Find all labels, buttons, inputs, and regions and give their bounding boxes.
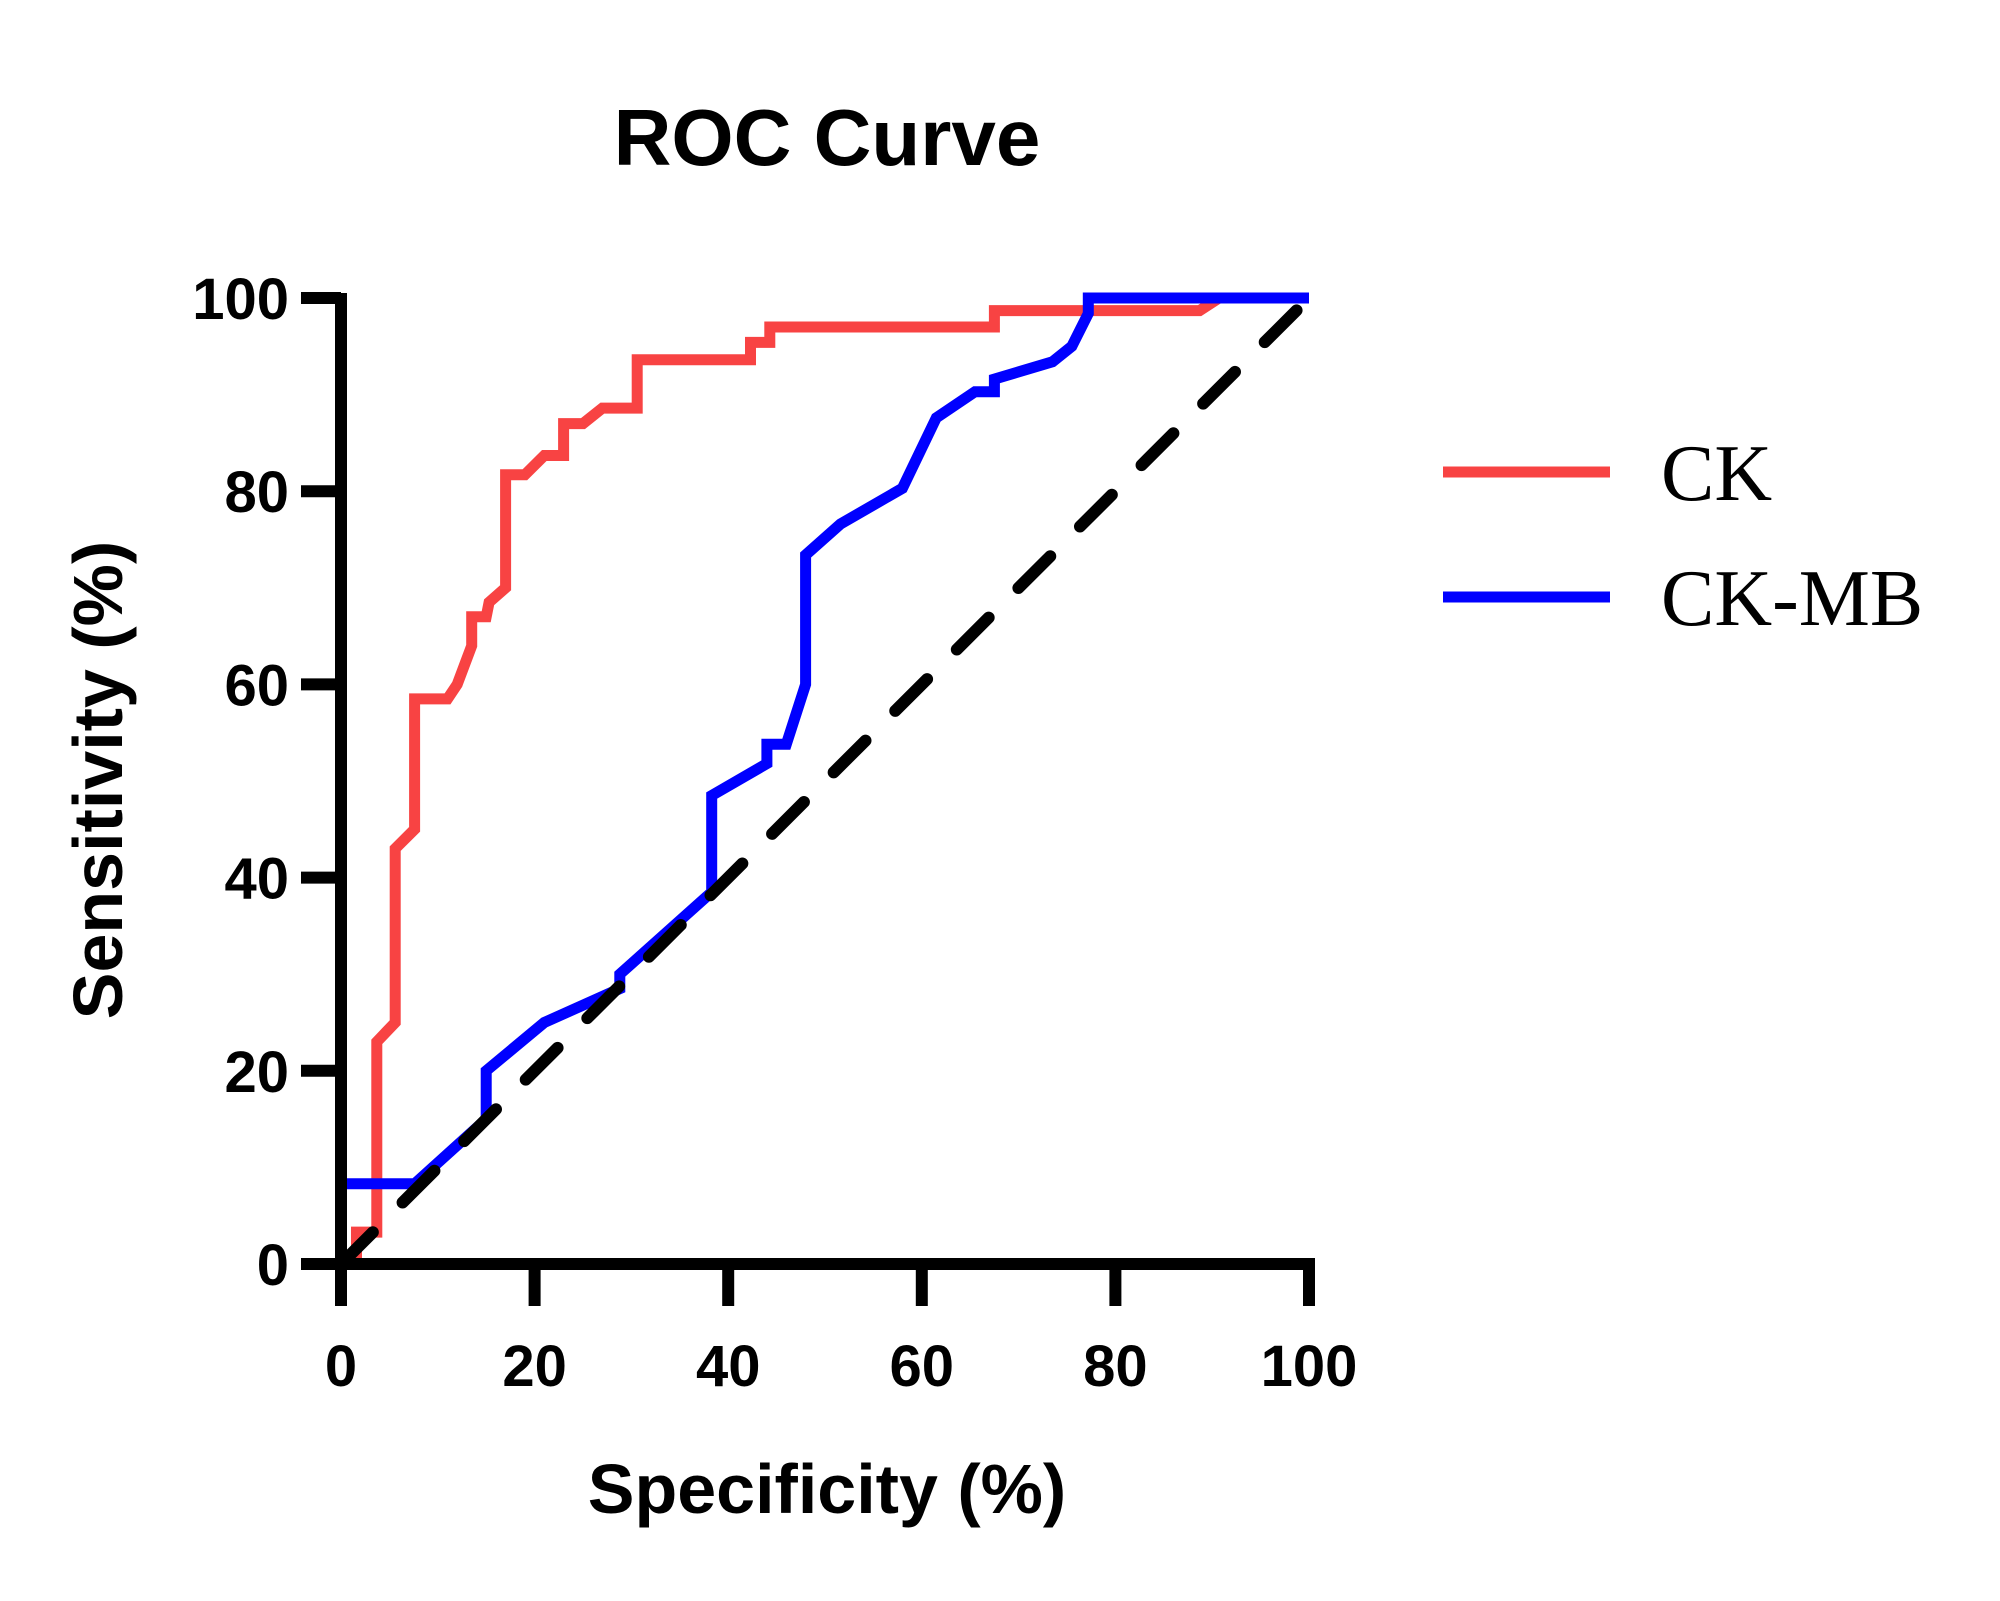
y-tick-label: 40 [224,847,289,912]
legend: CK CK-MB [1443,430,1923,643]
legend-label-ck: CK [1661,430,1772,518]
series-line-ck-mb [335,292,1309,1264]
x-tick-label: 60 [890,1334,955,1399]
x-tick-label: 20 [502,1334,567,1399]
x-tick-label: 0 [325,1334,357,1399]
chart-title: ROC Curve [614,93,1041,182]
plot-area: 0 20 40 60 80 100 0 20 40 60 80 100 [192,267,1357,1399]
y-tick-label: 80 [224,460,289,525]
y-tick-label: 20 [224,1040,289,1105]
reference-diagonal-line [335,292,1315,1270]
y-axis-label: Sensitivity (%) [59,541,137,1019]
y-tick-label: 60 [224,653,289,718]
series-line-ck [351,292,1309,1264]
legend-label-ck-mb: CK-MB [1661,555,1923,643]
y-tick-label: 0 [257,1233,289,1298]
x-axis-label: Specificity (%) [588,1450,1066,1528]
x-tick-label: 40 [696,1334,761,1399]
y-tick-label: 100 [192,267,289,332]
x-tick-label: 80 [1083,1334,1148,1399]
x-tick-label: 100 [1261,1334,1358,1399]
